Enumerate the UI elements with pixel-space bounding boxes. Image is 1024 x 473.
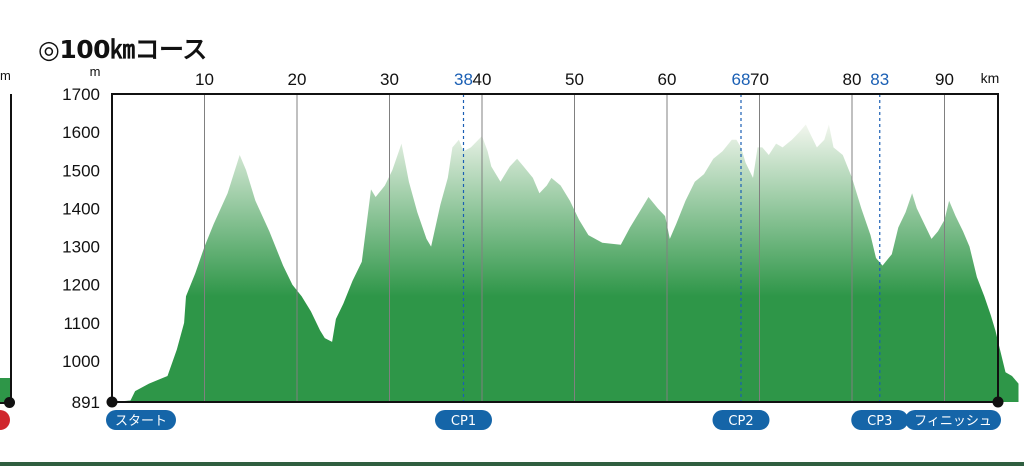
x-tick-label: 40 bbox=[473, 70, 492, 89]
adjacent-chart-fill bbox=[0, 378, 10, 404]
y-tick-label: 1600 bbox=[62, 123, 100, 142]
adjacent-chart-end-dot bbox=[4, 397, 15, 408]
marker-badge-bg bbox=[435, 410, 492, 430]
y-tick-label: 1400 bbox=[62, 199, 100, 218]
checkpoint-km-label: 83 bbox=[870, 70, 889, 89]
marker-badge: CP1 bbox=[435, 410, 492, 430]
finish-dot bbox=[992, 396, 1004, 408]
bottom-divider bbox=[0, 462, 1024, 466]
marker-badge-label: スタート bbox=[115, 414, 167, 429]
marker-badge-bg bbox=[106, 410, 176, 430]
marker-badge: フィニッシュ bbox=[905, 410, 1001, 430]
marker-badge: スタート bbox=[106, 410, 176, 430]
marker-badge-label: CP1 bbox=[451, 414, 476, 429]
marker-badge-label: CP3 bbox=[867, 414, 892, 429]
adjacent-chart-badge bbox=[0, 410, 10, 430]
x-tick-label: 80 bbox=[843, 70, 862, 89]
x-tick-label: 10 bbox=[195, 70, 214, 89]
marker-badge-bg bbox=[905, 410, 1001, 430]
marker-badge: CP2 bbox=[712, 410, 770, 430]
y-tick-label: 1700 bbox=[62, 85, 100, 104]
x-tick-label: 90 bbox=[935, 70, 954, 89]
marker-badge-label: CP2 bbox=[728, 414, 753, 429]
marker-badge-bg bbox=[712, 410, 770, 430]
marker-badge: CP3 bbox=[851, 410, 909, 430]
elevation-area bbox=[112, 124, 1019, 402]
adjacent-chart-unit: m bbox=[0, 68, 11, 83]
y-tick-label: 1100 bbox=[63, 314, 100, 333]
checkpoint-km-label: 68 bbox=[732, 70, 751, 89]
plot-frame bbox=[111, 93, 999, 403]
chart-title: ◎100㎞コース bbox=[38, 35, 207, 64]
y-tick-label: 1500 bbox=[62, 161, 100, 180]
x-tick-label: 50 bbox=[565, 70, 584, 89]
y-tick-label: 891 bbox=[72, 393, 100, 412]
y-unit-label: m bbox=[90, 64, 101, 79]
start-dot bbox=[106, 396, 118, 408]
marker-badge-label: フィニッシュ bbox=[914, 414, 992, 429]
checkpoint-km-label: 38 bbox=[454, 70, 473, 89]
x-unit-label: km bbox=[981, 70, 1000, 86]
marker-badge-bg bbox=[851, 410, 909, 430]
y-tick-label: 1300 bbox=[62, 238, 100, 257]
x-tick-label: 30 bbox=[380, 70, 399, 89]
x-tick-label: 70 bbox=[750, 70, 769, 89]
y-tick-label: 1200 bbox=[62, 276, 100, 295]
y-tick-label: 1000 bbox=[62, 352, 100, 371]
adjacent-chart-edge bbox=[0, 94, 12, 404]
x-tick-label: 60 bbox=[658, 70, 677, 89]
x-tick-label: 20 bbox=[288, 70, 307, 89]
